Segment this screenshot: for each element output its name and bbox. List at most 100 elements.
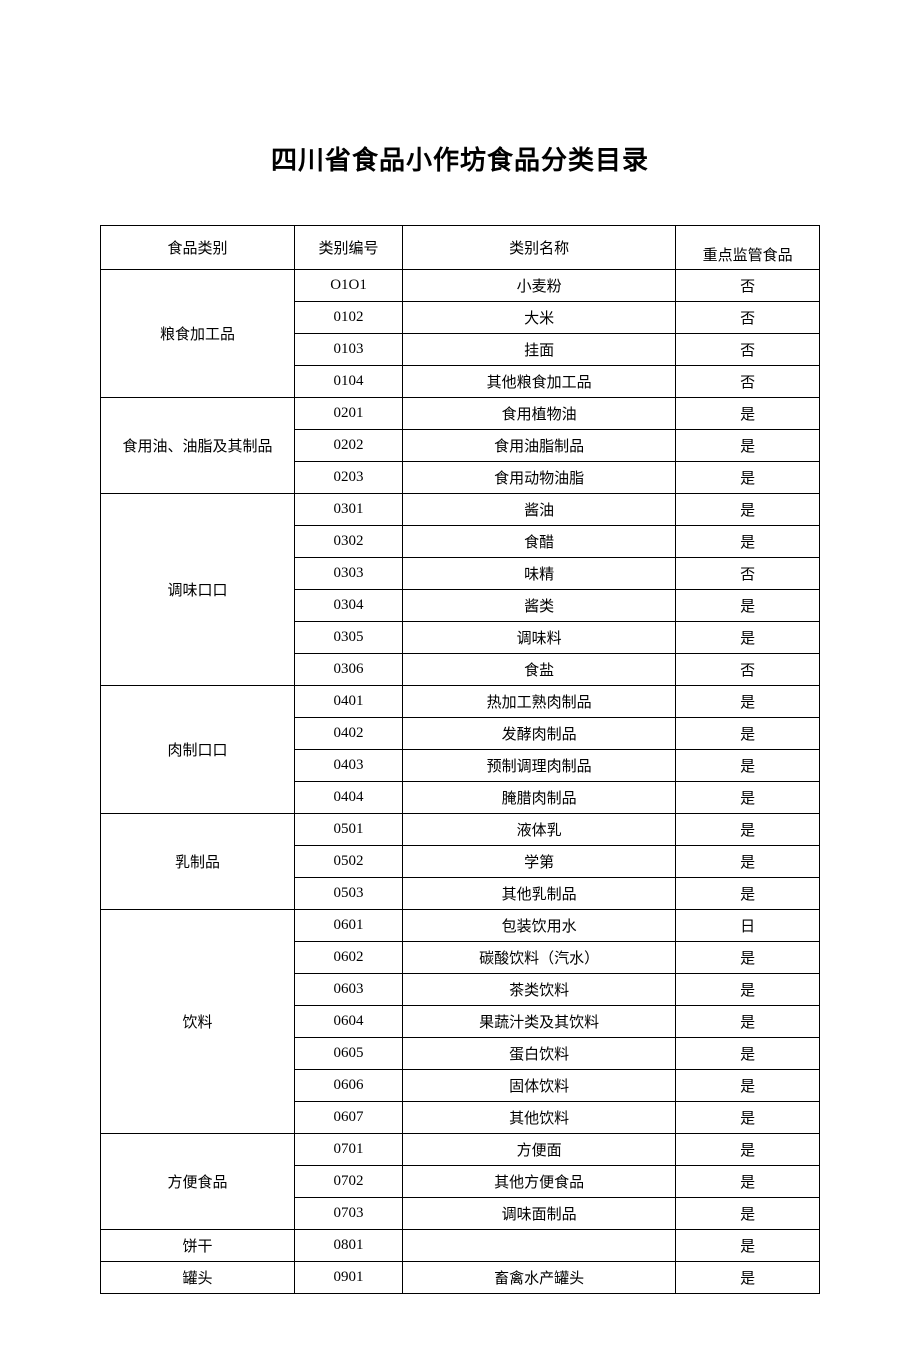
flag-cell: 否 [676,302,820,334]
flag-cell: 是 [676,1166,820,1198]
code-cell: 0203 [295,462,403,494]
name-cell: 味精 [402,558,675,590]
header-code: 类别编号 [295,226,403,270]
table-row: 饼干0801是 [101,1230,820,1262]
code-cell: 0302 [295,526,403,558]
name-cell: 畜禽水产罐头 [402,1262,675,1294]
code-cell: 0402 [295,718,403,750]
header-category: 食品类别 [101,226,295,270]
category-cell: 粮食加工品 [101,270,295,398]
flag-cell: 否 [676,654,820,686]
flag-cell: 否 [676,558,820,590]
page-title: 四川省食品小作坊食品分类目录 [100,140,820,177]
name-cell: 包装饮用水 [402,910,675,942]
flag-cell: 是 [676,1262,820,1294]
code-cell: 0403 [295,750,403,782]
code-cell: 0703 [295,1198,403,1230]
code-cell: 0104 [295,366,403,398]
flag-cell: 是 [676,878,820,910]
flag-cell: 日 [676,910,820,942]
table-row: 食用油、油脂及其制品0201食用植物油是 [101,398,820,430]
name-cell: 碳酸饮料（汽水） [402,942,675,974]
code-cell: 0103 [295,334,403,366]
table-row: 粮食加工品O1O1小麦粉否 [101,270,820,302]
code-cell: 0303 [295,558,403,590]
code-cell: 0605 [295,1038,403,1070]
name-cell: 食盐 [402,654,675,686]
header-flag: 重点监管食品 [676,226,820,270]
name-cell: 小麦粉 [402,270,675,302]
name-cell: 固体饮料 [402,1070,675,1102]
flag-cell: 是 [676,494,820,526]
header-name: 类别名称 [402,226,675,270]
code-cell: 0603 [295,974,403,1006]
flag-cell: 是 [676,942,820,974]
flag-cell: 是 [676,750,820,782]
code-cell: 0702 [295,1166,403,1198]
table-row: 罐头0901畜禽水产罐头是 [101,1262,820,1294]
name-cell: 酱油 [402,494,675,526]
flag-cell: 是 [676,526,820,558]
flag-cell: 是 [676,430,820,462]
code-cell: 0602 [295,942,403,974]
table-row: 方便食品0701方便面是 [101,1134,820,1166]
flag-cell: 是 [676,1198,820,1230]
code-cell: 0201 [295,398,403,430]
name-cell: 发酵肉制品 [402,718,675,750]
code-cell: 0503 [295,878,403,910]
name-cell: 食用油脂制品 [402,430,675,462]
table-row: 饮料0601包装饮用水日 [101,910,820,942]
name-cell: 大米 [402,302,675,334]
name-cell: 热加工熟肉制品 [402,686,675,718]
flag-cell: 是 [676,622,820,654]
category-cell: 饮料 [101,910,295,1134]
flag-cell: 是 [676,846,820,878]
category-cell: 乳制品 [101,814,295,910]
flag-cell: 否 [676,270,820,302]
code-cell: 0901 [295,1262,403,1294]
category-cell: 肉制口口 [101,686,295,814]
category-cell: 调味口口 [101,494,295,686]
name-cell: 茶类饮料 [402,974,675,1006]
flag-cell: 是 [676,398,820,430]
code-cell: 0202 [295,430,403,462]
flag-cell: 是 [676,1006,820,1038]
code-cell: 0601 [295,910,403,942]
table-row: 乳制品0501液体乳是 [101,814,820,846]
flag-cell: 是 [676,1038,820,1070]
name-cell: 调味面制品 [402,1198,675,1230]
flag-cell: 是 [676,974,820,1006]
name-cell: 食醋 [402,526,675,558]
name-cell: 方便面 [402,1134,675,1166]
name-cell: 食用动物油脂 [402,462,675,494]
flag-cell: 是 [676,590,820,622]
table-row: 肉制口口0401热加工熟肉制品是 [101,686,820,718]
code-cell: 0607 [295,1102,403,1134]
name-cell: 蛋白饮料 [402,1038,675,1070]
category-cell: 方便食品 [101,1134,295,1230]
flag-cell: 是 [676,686,820,718]
flag-cell: 否 [676,366,820,398]
flag-cell: 是 [676,1230,820,1262]
category-cell: 食用油、油脂及其制品 [101,398,295,494]
name-cell: 调味料 [402,622,675,654]
code-cell: 0502 [295,846,403,878]
code-cell: 0606 [295,1070,403,1102]
table-header-row: 食品类别 类别编号 类别名称 重点监管食品 [101,226,820,270]
name-cell: 食用植物油 [402,398,675,430]
name-cell: 腌腊肉制品 [402,782,675,814]
code-cell: 0401 [295,686,403,718]
code-cell: 0301 [295,494,403,526]
flag-cell: 是 [676,1134,820,1166]
name-cell: 其他乳制品 [402,878,675,910]
code-cell: 0306 [295,654,403,686]
name-cell: 其他饮料 [402,1102,675,1134]
code-cell: 0501 [295,814,403,846]
name-cell: 预制调理肉制品 [402,750,675,782]
code-cell: 0604 [295,1006,403,1038]
category-cell: 饼干 [101,1230,295,1262]
classification-table: 食品类别 类别编号 类别名称 重点监管食品 粮食加工品O1O1小麦粉否0102大… [100,225,820,1294]
code-cell: 0701 [295,1134,403,1166]
flag-cell: 是 [676,782,820,814]
code-cell: 0102 [295,302,403,334]
